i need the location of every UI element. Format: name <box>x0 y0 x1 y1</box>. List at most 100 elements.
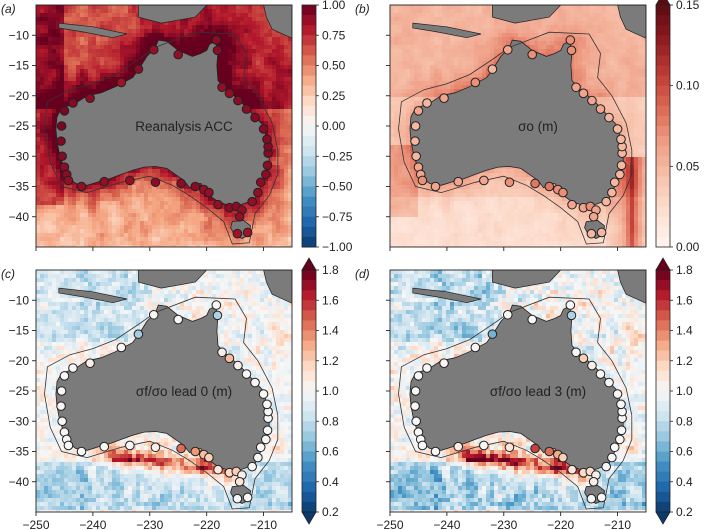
station-marker <box>595 104 606 114</box>
station-marker <box>247 196 257 207</box>
colorbar-tick-label: 0.00 <box>322 119 346 133</box>
station-marker <box>261 169 271 180</box>
station-marker <box>234 211 245 222</box>
colorbar-tick-label: 1.8 <box>676 263 693 277</box>
station-marker <box>609 177 620 188</box>
station-marker <box>212 310 223 321</box>
station-marker <box>616 160 627 171</box>
station-marker <box>430 446 441 457</box>
station-marker <box>217 347 227 358</box>
colorbar-tick-label: 0.00 <box>676 240 700 254</box>
station-marker <box>609 442 620 453</box>
station-marker <box>527 49 538 60</box>
station-marker <box>56 136 66 146</box>
x-tick-label: −230 <box>136 518 163 530</box>
station-marker <box>417 175 428 186</box>
station-marker <box>176 178 186 189</box>
colorbar-tick-label: 1.2 <box>322 354 339 368</box>
x-tick-label: −230 <box>490 518 517 530</box>
station-marker <box>148 44 159 55</box>
colorbar-tick-label: −0.25 <box>322 149 353 163</box>
station-marker <box>125 440 135 451</box>
station-marker <box>544 446 555 457</box>
y-tick-label: −15 <box>9 59 30 73</box>
station-marker <box>148 309 159 320</box>
station-marker <box>211 300 222 310</box>
station-marker <box>616 399 626 410</box>
station-marker <box>604 377 614 388</box>
station-marker <box>615 434 625 445</box>
colorbar-tick-label: 0.10 <box>676 79 700 93</box>
panel-label: σf/σo lead 0 (m) <box>136 384 232 399</box>
colorbar-tick-label: 0.2 <box>676 505 693 519</box>
station-marker <box>470 342 481 353</box>
x-tick-label: −210 <box>604 518 631 530</box>
y-tick-label: −25 <box>9 384 30 398</box>
panel-letter: (d) <box>355 267 370 281</box>
station-marker <box>502 309 513 320</box>
station-marker <box>56 121 67 131</box>
station-marker <box>116 342 127 353</box>
panel-letter: (c) <box>1 267 15 281</box>
colorbar-extend-min <box>301 511 317 525</box>
y-tick-label: −20 <box>9 354 30 368</box>
station-marker <box>232 493 243 504</box>
station-marker <box>261 434 271 445</box>
station-marker <box>68 363 78 373</box>
colorbar-tick-label: 0.6 <box>322 445 339 459</box>
station-marker <box>150 177 161 188</box>
station-marker <box>241 104 252 114</box>
y-tick-label: −30 <box>9 149 30 163</box>
station-marker <box>133 64 144 74</box>
colorbar: 0.15 0.10 0.05 0.00 <box>655 0 700 254</box>
station-marker <box>612 389 623 399</box>
y-tick-label: −40 <box>9 210 30 224</box>
x-tick-label: −240 <box>433 518 460 530</box>
x-tick-label: −240 <box>79 518 106 530</box>
station-marker <box>76 446 87 457</box>
station-marker <box>453 441 464 452</box>
station-marker <box>616 134 626 145</box>
station-marker <box>601 196 611 207</box>
colorbar: 1.8 1.6 1.4 1.2 1.0 0.8 0.6 0.4 0.2 <box>655 257 693 525</box>
station-marker <box>133 329 144 339</box>
station-marker <box>487 329 498 339</box>
colorbar-extend-max <box>655 0 671 6</box>
station-marker <box>63 440 74 451</box>
colorbar-extend-min <box>655 511 671 525</box>
panel-c: −10 −15 −20 −25 −30 −35 −40 −250 −240 −230 −220 −21… <box>1 257 339 530</box>
station-marker <box>410 386 421 396</box>
y-tick-label: −25 <box>9 119 30 133</box>
station-marker <box>504 442 515 453</box>
station-marker <box>422 363 432 373</box>
colorbar-tick-label: 1.6 <box>322 293 339 307</box>
station-marker <box>607 452 617 463</box>
colorbar-tick-label: 0.50 <box>322 59 346 73</box>
colorbar-tick-label: −0.50 <box>322 180 353 194</box>
station-marker <box>615 169 625 180</box>
station-marker <box>422 98 432 108</box>
station-marker <box>479 175 489 186</box>
station-marker <box>258 124 269 134</box>
station-marker <box>59 371 70 381</box>
station-marker <box>116 77 127 88</box>
station-marker <box>234 476 245 487</box>
x-tick-label: −250 <box>376 518 403 530</box>
station-marker <box>233 95 243 106</box>
colorbar-tick-label: 0.6 <box>676 445 693 459</box>
station-marker <box>57 416 67 427</box>
colorbar-tick-label: 1.6 <box>676 293 693 307</box>
station-marker <box>242 492 253 503</box>
station-marker <box>99 441 110 452</box>
colorbar-tick-label: 0.15 <box>676 0 700 12</box>
station-marker <box>413 371 424 381</box>
colorbar-extend-max <box>301 257 317 271</box>
station-marker <box>85 93 95 103</box>
stations <box>56 35 273 239</box>
station-marker <box>411 151 421 162</box>
station-marker <box>439 358 449 368</box>
colorbar-tick-label: −1.00 <box>322 240 353 254</box>
colorbar-tick-label: 0.4 <box>676 475 693 489</box>
station-marker <box>253 452 263 463</box>
